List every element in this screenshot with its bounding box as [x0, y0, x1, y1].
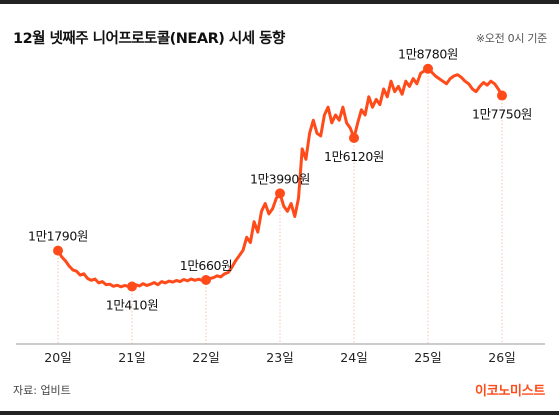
- x-tick-label-6: 26일: [488, 350, 515, 365]
- brand-logo: 이코노미스트: [475, 384, 545, 399]
- x-tick-label-1: 21일: [118, 350, 145, 365]
- data-point-4: [349, 132, 359, 143]
- x-axis: 20일 21일 22일 23일 24일 25일 26일: [16, 343, 545, 365]
- data-point-3: [275, 188, 285, 199]
- data-point-0: [53, 245, 63, 256]
- x-tick-label-5: 25일: [414, 350, 441, 365]
- data-label-4: 1만6120원: [324, 149, 384, 164]
- top-rule: [0, 0, 559, 4]
- guide-lines: [57, 68, 503, 344]
- data-point-5: [423, 63, 433, 74]
- data-label-1: 1만410원: [106, 298, 158, 313]
- data-point-6: [497, 90, 507, 101]
- time-basis-note: ※오전 0시 기준: [475, 32, 547, 45]
- data-point-1: [127, 281, 137, 292]
- x-tick-label-4: 24일: [340, 350, 367, 365]
- bottom-rule: [0, 411, 559, 415]
- label-group: 1만1790원 1만410원 1만660원 1만3990원 1만6120원 1만8780원…: [28, 47, 532, 313]
- data-label-2: 1만660원: [180, 258, 232, 273]
- x-tick-label-0: 20일: [44, 350, 71, 365]
- source-note: 자료: 업비트: [13, 384, 71, 397]
- data-label-0: 1만1790원: [28, 229, 88, 244]
- chart-title: 12월 넷째주 니어프로토콜(NEAR) 시세 동향: [13, 31, 285, 47]
- data-point-2: [201, 275, 211, 286]
- data-label-5: 1만8780원: [398, 47, 458, 62]
- x-tick-label-3: 23일: [266, 350, 293, 365]
- marker-group: [53, 63, 507, 292]
- data-label-3: 1만3990원: [250, 171, 310, 186]
- x-tick-label-2: 22일: [192, 350, 219, 365]
- data-label-6: 1만7750원: [472, 107, 532, 122]
